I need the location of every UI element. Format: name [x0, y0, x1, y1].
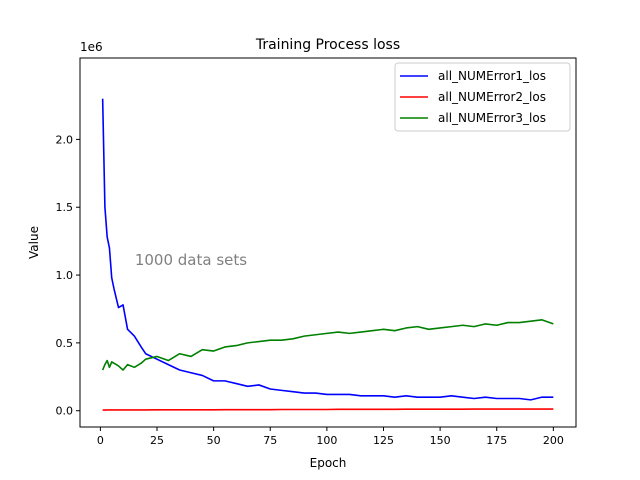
- x-tick-label: 50: [207, 434, 221, 447]
- legend-box: [394, 62, 571, 132]
- x-axis-label: Epoch: [310, 456, 347, 470]
- x-tick-label: 125: [373, 434, 394, 447]
- y-axis-label: Value: [27, 226, 41, 259]
- legend-entry-label: all_NUMError3_los: [438, 111, 546, 125]
- x-tick-label: 200: [543, 434, 564, 447]
- axis-ticks: 0 25 50 75 100 125 150 175 200 0.0 0.5 1.0 1.5 2.0: [56, 133, 564, 447]
- legend: all_NUMError1_los all_NUMError2_los all_NU…: [394, 62, 571, 132]
- axes-frame: [79, 57, 577, 428]
- data-annotation: 1000 data sets: [135, 251, 247, 269]
- legend-entry-label: all_NUMError1_los: [438, 69, 546, 83]
- x-tick-label: 0: [97, 434, 104, 447]
- series-line-3: [101, 319, 554, 371]
- y-tick-label: 2.0: [56, 133, 74, 146]
- x-tick-label: 75: [263, 434, 277, 447]
- y-tick-label: 1.5: [56, 201, 74, 214]
- y-tick-label: 1.0: [56, 269, 74, 282]
- y-tick-label: 0.5: [56, 337, 74, 350]
- x-tick-label: 25: [150, 434, 164, 447]
- plot-area: [101, 98, 554, 411]
- y-tick-label: 0.0: [56, 405, 74, 418]
- x-tick-label: 100: [316, 434, 337, 447]
- legend-entry-label: all_NUMError2_los: [438, 90, 546, 104]
- x-tick-label: 150: [430, 434, 451, 447]
- y-axis-scale-label: 1e6: [80, 40, 103, 54]
- series-line-2: [102, 408, 554, 411]
- chart-title: Training Process loss: [255, 37, 400, 53]
- x-tick-label: 175: [486, 434, 507, 447]
- series-line-1: [101, 98, 554, 401]
